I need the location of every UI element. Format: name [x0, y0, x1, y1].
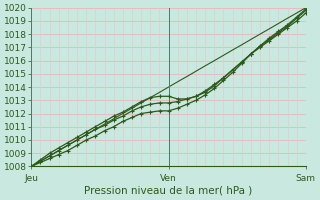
X-axis label: Pression niveau de la mer( hPa ): Pression niveau de la mer( hPa ) — [84, 186, 253, 196]
